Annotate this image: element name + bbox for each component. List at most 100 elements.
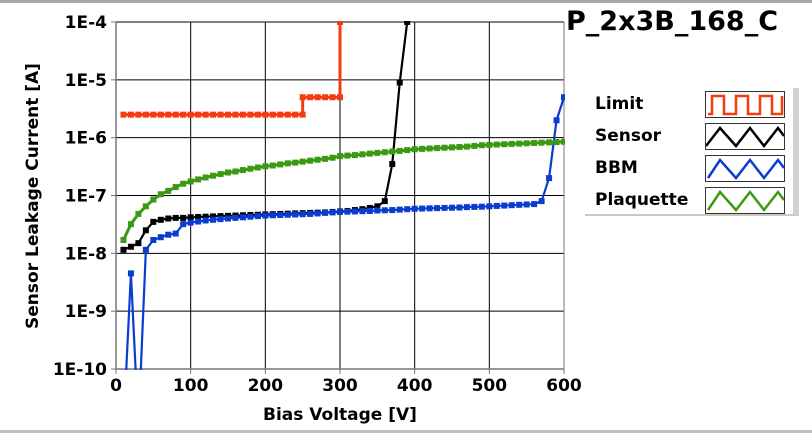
data-point-bbm — [404, 206, 411, 213]
data-point-limit — [142, 111, 149, 118]
data-point-plaquette — [187, 178, 194, 185]
data-point-sensor — [195, 213, 202, 220]
legend-item-plaquette[interactable]: Plaquette — [585, 186, 793, 214]
data-point-bbm — [314, 210, 321, 217]
legend-label: Limit — [595, 94, 644, 114]
data-point-bbm — [389, 207, 396, 214]
y-axis-title: Sensor Leakage Current [A] — [23, 63, 43, 329]
data-point-limit — [292, 111, 299, 118]
data-point-bbm — [225, 215, 231, 222]
data-point-sensor — [150, 218, 157, 225]
data-point-plaquette — [538, 139, 545, 146]
y-tick-label: 1E-6 — [65, 129, 107, 149]
data-point-bbm — [396, 206, 403, 213]
data-point-plaquette — [329, 154, 336, 161]
y-tick-label: 1E-4 — [65, 13, 107, 33]
x-tick-label: 400 — [397, 376, 433, 396]
data-point-limit — [127, 111, 134, 118]
data-point-limit — [299, 94, 306, 101]
legend-item-limit[interactable]: Limit — [585, 90, 793, 118]
data-point-plaquette — [501, 141, 508, 148]
data-point-sensor — [404, 21, 411, 25]
data-point-plaquette — [441, 144, 448, 151]
data-point-plaquette — [150, 196, 157, 203]
data-point-bbm — [202, 217, 209, 224]
y-tick-label: 1E-8 — [65, 244, 107, 264]
data-point-plaquette — [247, 165, 254, 172]
data-point-bbm — [486, 203, 493, 210]
x-tick-label: 200 — [248, 376, 284, 396]
data-point-limit — [195, 111, 202, 118]
data-point-bbm — [434, 205, 441, 212]
legend-item-bbm[interactable]: BBM — [585, 154, 793, 182]
data-point-plaquette — [478, 142, 485, 149]
data-point-limit — [187, 111, 194, 118]
data-point-plaquette — [239, 167, 246, 174]
zigzag-icon — [705, 123, 785, 150]
data-point-sensor — [180, 214, 187, 221]
data-point-limit — [284, 111, 291, 118]
data-point-plaquette — [366, 150, 373, 157]
data-point-plaquette — [127, 221, 134, 228]
x-tick-label: 100 — [173, 376, 209, 396]
data-point-plaquette — [561, 138, 565, 145]
window-frame-top — [0, 0, 812, 3]
data-point-plaquette — [396, 147, 403, 154]
data-point-plaquette — [404, 147, 411, 154]
data-point-bbm — [157, 234, 164, 241]
data-point-plaquette — [493, 141, 500, 148]
data-point-plaquette — [463, 143, 470, 150]
data-point-plaquette — [553, 139, 560, 146]
data-point-bbm — [217, 216, 224, 223]
x-axis-title: Bias Voltage [V] — [263, 405, 417, 425]
data-point-bbm — [456, 204, 463, 211]
data-point-bbm — [411, 205, 418, 212]
x-tick-label: 600 — [546, 376, 582, 396]
data-point-limit — [150, 111, 157, 118]
legend-item-sensor[interactable]: Sensor — [585, 122, 793, 150]
data-point-bbm — [262, 212, 269, 219]
data-point-bbm — [299, 211, 306, 218]
data-point-plaquette — [202, 174, 209, 181]
data-point-plaquette — [307, 157, 314, 164]
data-point-bbm — [284, 211, 291, 218]
data-point-limit — [314, 94, 321, 101]
data-point-bbm — [471, 203, 478, 210]
data-point-bbm — [478, 203, 485, 210]
legend-label: Sensor — [595, 126, 662, 146]
data-point-bbm — [463, 204, 470, 211]
data-point-bbm — [322, 209, 329, 216]
data-point-bbm — [247, 213, 254, 220]
data-point-sensor — [202, 213, 209, 220]
data-point-bbm — [381, 207, 388, 214]
data-point-plaquette — [426, 145, 433, 152]
data-point-limit — [277, 111, 284, 118]
data-point-sensor — [165, 215, 172, 222]
data-point-sensor — [187, 214, 194, 221]
data-point-bbm — [501, 202, 508, 209]
data-point-bbm — [127, 270, 134, 277]
series-layer — [120, 21, 565, 430]
data-point-limit — [329, 94, 336, 101]
data-point-plaquette — [314, 156, 321, 163]
x-tick-label: 500 — [472, 376, 508, 396]
data-point-bbm — [441, 204, 448, 211]
data-point-bbm — [135, 424, 141, 430]
data-point-bbm — [419, 205, 426, 212]
x-tick-label: 0 — [110, 376, 122, 396]
y-tick-label: 1E-7 — [65, 187, 107, 207]
data-point-bbm — [150, 237, 157, 244]
data-point-bbm — [254, 213, 261, 220]
data-point-bbm — [165, 231, 172, 238]
data-point-limit — [337, 21, 343, 25]
data-point-plaquette — [434, 145, 441, 152]
data-point-plaquette — [262, 163, 269, 170]
legend-label: Plaquette — [595, 190, 689, 210]
data-point-bbm — [292, 211, 299, 218]
data-point-limit — [239, 111, 246, 118]
data-point-plaquette — [419, 145, 426, 152]
data-point-plaquette — [157, 191, 164, 198]
legend: Limit Sensor BBM Plaquette — [585, 88, 799, 216]
data-point-bbm — [553, 117, 560, 124]
